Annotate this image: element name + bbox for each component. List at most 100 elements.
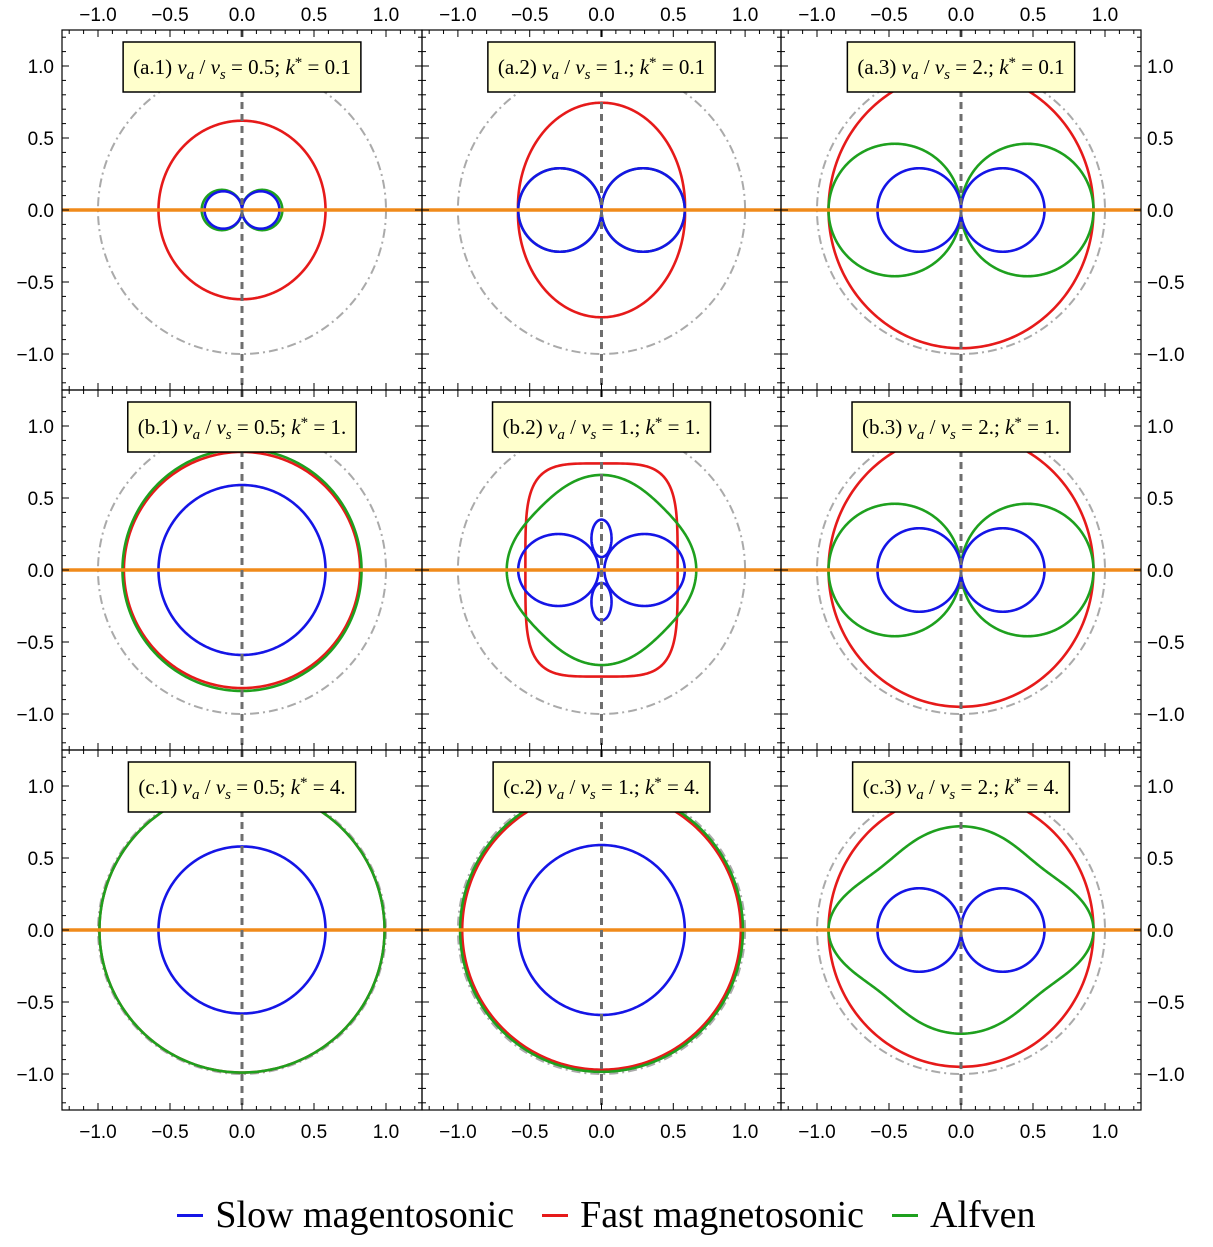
- panel-label-box: [122, 41, 362, 93]
- y-tick-label-left: 0.0: [28, 921, 54, 942]
- x-tick-label-top: 1.0: [732, 5, 758, 26]
- legend: Slow magentosonic Fast magnetosonic Alfv…: [0, 1190, 1213, 1240]
- y-tick-label-left: −1.0: [16, 345, 54, 366]
- panel-label-text: (b.1) va / vs = 0.5; k* = 1.: [138, 415, 346, 443]
- panel-label-text: (b.2) va / vs = 1.; k* = 1.: [503, 415, 701, 443]
- y-tick-label-right: −0.5: [1147, 993, 1185, 1014]
- x-tick-label-bottom: −0.5: [511, 1122, 549, 1143]
- x-tick-label-bottom: 1.0: [1092, 1122, 1118, 1143]
- y-tick-label-right: 0.5: [1147, 129, 1173, 150]
- x-tick-label-bottom: −0.5: [870, 1122, 908, 1143]
- panel-c.2: (c.2) va / vs = 1.; k* = 4.: [421, 749, 782, 1111]
- legend-label-slow: Slow magentosonic: [215, 1194, 515, 1236]
- panel-label: (c.3) va / vs = 2.; k* = 4.: [851, 761, 1071, 813]
- panel-label: (a.1) va / vs = 0.5; k* = 0.1: [122, 41, 362, 93]
- x-tick-label-bottom: −0.5: [151, 1122, 189, 1143]
- panel-label: (a.3) va / vs = 2.; k* = 0.1: [846, 41, 1076, 93]
- y-tick-label-right: −0.5: [1147, 273, 1185, 294]
- x-tick-label-top: −1.0: [798, 5, 836, 26]
- y-tick-label-right: 0.0: [1147, 921, 1173, 942]
- y-tick-label-right: 1.0: [1147, 57, 1173, 78]
- y-tick-label-left: −0.5: [16, 273, 54, 294]
- panel-label-box: [127, 401, 357, 453]
- x-tick-label-top: −0.5: [511, 5, 549, 26]
- panel-label-box: [492, 761, 711, 813]
- x-tick-label-top: 0.5: [660, 5, 686, 26]
- x-tick-label-bottom: −1.0: [79, 1122, 117, 1143]
- y-tick-label-left: −0.5: [16, 993, 54, 1014]
- y-tick-label-left: 1.0: [28, 417, 54, 438]
- panel-c.3: (c.3) va / vs = 2.; k* = 4.: [780, 749, 1142, 1111]
- legend-swatch-slow: [177, 1213, 204, 1217]
- panel-label-text: (b.3) va / vs = 2.; k* = 1.: [862, 415, 1060, 443]
- panel-label: (b.1) va / vs = 0.5; k* = 1.: [127, 401, 357, 453]
- panel-a.1: (a.1) va / vs = 0.5; k* = 0.1: [61, 29, 423, 391]
- y-tick-label-left: 0.5: [28, 849, 54, 870]
- panel-label-text: (a.3) va / vs = 2.; k* = 0.1: [857, 55, 1064, 83]
- panel-b.1: (b.1) va / vs = 0.5; k* = 1.: [61, 389, 423, 751]
- y-tick-label-right: 1.0: [1147, 777, 1173, 798]
- x-tick-label-bottom: 1.0: [732, 1122, 758, 1143]
- x-tick-label-bottom: 0.0: [948, 1122, 974, 1143]
- legend-item-fast: Fast magnetosonic: [542, 1193, 864, 1237]
- x-tick-label-top: 0.5: [1020, 5, 1046, 26]
- y-tick-label-left: 1.0: [28, 777, 54, 798]
- panel-label-box: [491, 401, 712, 453]
- y-tick-label-right: 0.5: [1147, 849, 1173, 870]
- panel-c.1: (c.1) va / vs = 0.5; k* = 4.: [61, 749, 423, 1111]
- panel-label: (c.2) va / vs = 1.; k* = 4.: [492, 761, 711, 813]
- panel-a.2: (a.2) va / vs = 1.; k* = 0.1: [421, 29, 782, 391]
- x-tick-label-top: −0.5: [870, 5, 908, 26]
- y-tick-label-right: −1.0: [1147, 1065, 1185, 1086]
- x-tick-label-bottom: 0.0: [588, 1122, 614, 1143]
- x-tick-label-top: 0.0: [229, 5, 255, 26]
- panel-b.3: (b.3) va / vs = 2.; k* = 1.: [780, 389, 1142, 751]
- panel-label-text: (c.3) va / vs = 2.; k* = 4.: [863, 775, 1060, 803]
- panel-plot-area: [422, 390, 781, 750]
- y-tick-label-right: −1.0: [1147, 705, 1185, 726]
- figure: (a.1) va / vs = 0.5; k* = 0.1 (a.2) va / …: [16, 5, 1185, 1143]
- y-tick-label-right: 0.5: [1147, 489, 1173, 510]
- x-tick-label-bottom: 0.0: [229, 1122, 255, 1143]
- y-tick-label-right: 0.0: [1147, 201, 1173, 222]
- y-tick-label-left: 0.5: [28, 129, 54, 150]
- y-tick-label-left: 0.0: [28, 561, 54, 582]
- panel-b.2: (b.2) va / vs = 1.; k* = 1.: [421, 389, 782, 751]
- x-tick-label-top: −1.0: [439, 5, 477, 26]
- panel-label: (b.2) va / vs = 1.; k* = 1.: [491, 401, 712, 453]
- panel-label: (c.1) va / vs = 0.5; k* = 4.: [127, 761, 357, 813]
- x-tick-label-top: −0.5: [151, 5, 189, 26]
- y-tick-label-left: 0.0: [28, 201, 54, 222]
- x-tick-label-top: 0.0: [948, 5, 974, 26]
- y-tick-label-left: −0.5: [16, 633, 54, 654]
- x-tick-label-top: 1.0: [1092, 5, 1118, 26]
- y-tick-label-left: 0.5: [28, 489, 54, 510]
- x-tick-label-top: 1.0: [373, 5, 399, 26]
- x-tick-label-bottom: −1.0: [798, 1122, 836, 1143]
- legend-item-slow: Slow magentosonic: [177, 1193, 514, 1237]
- legend-swatch-alfven: [892, 1213, 919, 1217]
- panel-label-box: [851, 401, 1071, 453]
- x-tick-label-bottom: 0.5: [301, 1122, 327, 1143]
- panel-label-box: [127, 761, 357, 813]
- panel-label-text: (c.2) va / vs = 1.; k* = 4.: [503, 775, 700, 803]
- y-tick-label-left: 1.0: [28, 57, 54, 78]
- y-tick-label-right: −0.5: [1147, 633, 1185, 654]
- x-tick-label-bottom: 1.0: [373, 1122, 399, 1143]
- panel-label: (a.2) va / vs = 1.; k* = 0.1: [487, 41, 716, 93]
- y-tick-label-right: 1.0: [1147, 417, 1173, 438]
- y-tick-label-right: 0.0: [1147, 561, 1173, 582]
- y-tick-label-right: −1.0: [1147, 345, 1185, 366]
- panel-label-box: [851, 761, 1071, 813]
- y-tick-label-left: −1.0: [16, 705, 54, 726]
- y-tick-label-left: −1.0: [16, 1065, 54, 1086]
- x-tick-label-top: 0.0: [588, 5, 614, 26]
- panel-label-box: [487, 41, 716, 93]
- legend-item-alfven: Alfven: [892, 1193, 1036, 1237]
- panel-label-text: (a.2) va / vs = 1.; k* = 0.1: [498, 55, 705, 83]
- x-tick-label-bottom: −1.0: [439, 1122, 477, 1143]
- panel-label-text: (c.1) va / vs = 0.5; k* = 4.: [138, 775, 345, 803]
- panel-label-text: (a.1) va / vs = 0.5; k* = 0.1: [133, 55, 351, 83]
- legend-label-fast: Fast magnetosonic: [580, 1194, 865, 1236]
- x-tick-label-top: 0.5: [301, 5, 327, 26]
